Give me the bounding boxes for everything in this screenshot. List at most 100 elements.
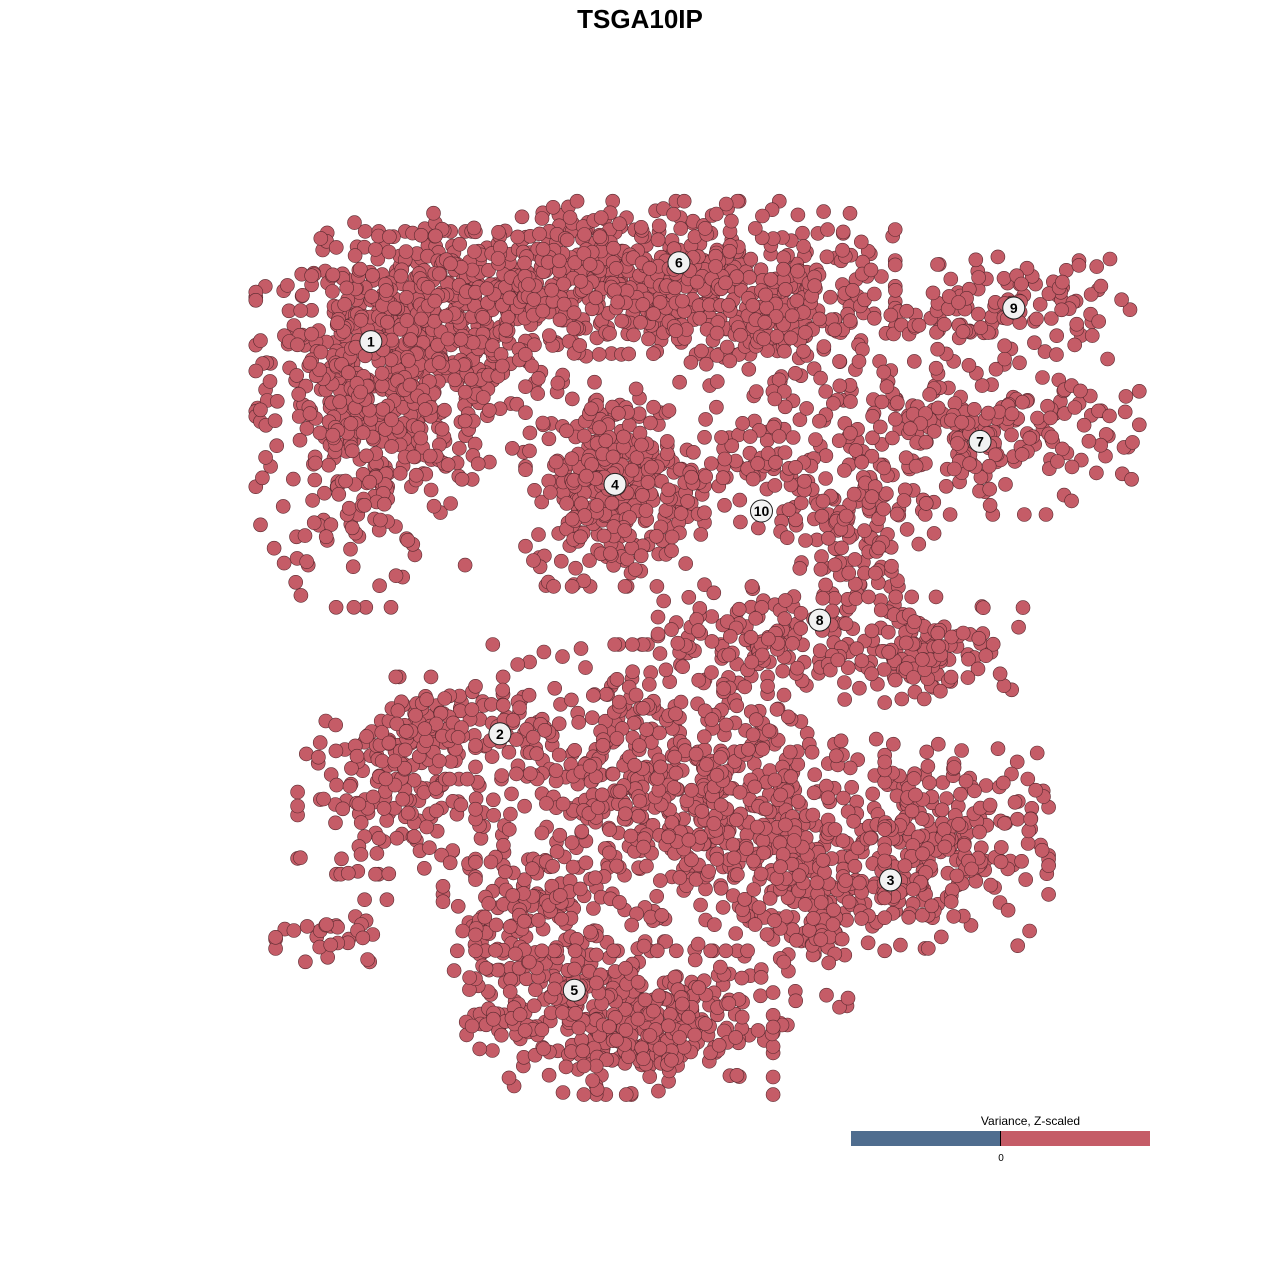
cell-point-cluster-3: [841, 894, 857, 910]
cell-point-cluster-5: [623, 828, 639, 844]
cell-point-cluster-5: [877, 695, 893, 710]
cell-point-cluster-7: [1081, 433, 1097, 449]
cell-point-cluster-9: [925, 285, 941, 301]
cell-point-cluster-6: [552, 312, 568, 328]
cell-point-cluster-3: [983, 877, 999, 893]
cell-point-cluster-9: [1027, 335, 1042, 351]
cell-point-cluster-1: [384, 412, 399, 428]
cell-point-cluster-6: [608, 261, 624, 276]
cell-point-cluster-4: [541, 431, 557, 447]
cell-point-cluster-4: [633, 548, 649, 564]
cell-point-cluster-5: [472, 1041, 488, 1057]
cluster-label-2: 2: [488, 722, 512, 746]
cell-point-cluster-5: [552, 827, 568, 843]
cell-point-cluster-5: [667, 969, 683, 985]
cell-point-cluster-3: [865, 786, 881, 802]
cell-point-cluster-3: [753, 988, 768, 1004]
cell-point-cluster-5: [517, 913, 532, 929]
cell-point-cluster-5: [462, 970, 477, 985]
cell-point-cluster-3: [933, 929, 949, 945]
cell-point-cluster-3: [972, 824, 987, 840]
cell-point-cluster-6: [541, 328, 557, 343]
cell-point-cluster-8: [907, 614, 922, 630]
cell-point-cluster-6: [719, 339, 735, 355]
cell-point-cluster-2: [495, 682, 511, 698]
cell-point-cluster-5: [630, 974, 646, 990]
cell-point-cluster-5: [790, 794, 806, 809]
cell-point-cluster-8: [931, 639, 946, 654]
cluster-label-text: 7: [976, 433, 984, 449]
cell-point-cluster-2: [450, 730, 466, 745]
cell-point-cluster-9: [1114, 292, 1129, 308]
cell-point-cluster-5: [704, 712, 720, 727]
cell-point-cluster-10: [750, 520, 766, 536]
cell-point-cluster-5: [730, 867, 745, 882]
cell-point-cluster-4: [564, 391, 580, 407]
cell-point-cluster-3: [906, 771, 922, 786]
cell-point-cluster-1: [383, 599, 399, 615]
cell-point-cluster-6: [835, 224, 851, 240]
cell-point-cluster-6: [614, 313, 630, 329]
cell-point-cluster-1: [413, 311, 429, 327]
cell-point-cluster-5: [545, 858, 561, 874]
cell-point-cluster-5: [641, 677, 657, 692]
cell-point-cluster-8: [793, 495, 809, 511]
cell-point-cluster-7: [1043, 410, 1058, 426]
cell-point-cluster-5: [588, 1058, 604, 1074]
cell-point-cluster-6: [832, 378, 848, 394]
cell-point-cluster-6: [646, 306, 661, 322]
cell-point-cluster-8: [785, 636, 800, 651]
cell-point-cluster-8: [896, 493, 912, 508]
cell-point-cluster-5: [654, 907, 670, 923]
cell-point-cluster-10: [742, 429, 758, 444]
cell-point-cluster-5: [729, 1068, 745, 1083]
cell-point-cluster-6: [526, 292, 542, 307]
cell-point-cluster-5: [729, 698, 745, 714]
cluster-label-text: 6: [675, 255, 683, 271]
legend-title: Variance, Z-scaled: [980, 1114, 1081, 1128]
cell-point-cluster-2: [340, 865, 356, 881]
cell-point-cluster-1: [359, 448, 374, 464]
cell-point-cluster-6: [668, 323, 684, 339]
cell-point-cluster-4: [522, 443, 537, 459]
cell-point-cluster-5: [636, 839, 651, 855]
cell-point-cluster-6: [428, 228, 443, 244]
cell-point-cluster-6: [820, 222, 835, 237]
cell-point-cluster-5: [568, 1005, 583, 1021]
cell-point-cluster-5: [699, 757, 714, 772]
cell-point-cluster-5: [435, 878, 451, 894]
cluster-label-5: 5: [562, 978, 586, 1002]
cell-point-cluster-10: [799, 401, 814, 416]
cell-point-cluster-5: [502, 919, 518, 934]
cell-point-cluster-8: [864, 666, 879, 682]
cell-point-cluster-6: [646, 346, 661, 362]
cell-point-cluster-8: [731, 601, 747, 617]
cell-point-cluster-5: [813, 895, 829, 910]
cell-point-cluster-5: [773, 787, 788, 803]
cell-point-cluster-1: [352, 261, 368, 277]
cell-point-cluster-6: [498, 322, 514, 338]
cell-point-cluster-1: [376, 496, 392, 512]
cell-point-cluster-3: [1014, 853, 1029, 869]
cell-point-cluster-8: [876, 460, 892, 476]
cell-point-cluster-6: [573, 273, 589, 289]
cell-point-cluster-6: [743, 251, 759, 267]
cell-point-cluster-5: [681, 1009, 696, 1025]
cell-point-cluster-6: [566, 321, 582, 336]
cell-point-cluster-4: [672, 374, 687, 390]
cell-point-cluster-6: [534, 211, 550, 226]
cell-point-cluster-5: [508, 732, 524, 747]
cell-point-cluster-1: [399, 290, 414, 305]
cell-point-cluster-5: [661, 1018, 676, 1034]
cell-point-cluster-5: [468, 801, 483, 817]
cell-point-cluster-5: [709, 851, 725, 867]
cell-point-cluster-5: [681, 832, 697, 848]
cell-point-cluster-8: [722, 629, 738, 644]
cell-point-cluster-2: [374, 753, 390, 769]
cell-point-cluster-2: [395, 791, 411, 807]
cell-point-cluster-1: [388, 568, 404, 584]
cell-point-cluster-5: [585, 688, 601, 703]
colorbar-zero-tick: [1000, 1131, 1001, 1146]
cell-point-cluster-3: [789, 932, 804, 948]
cell-point-cluster-6: [427, 293, 443, 309]
